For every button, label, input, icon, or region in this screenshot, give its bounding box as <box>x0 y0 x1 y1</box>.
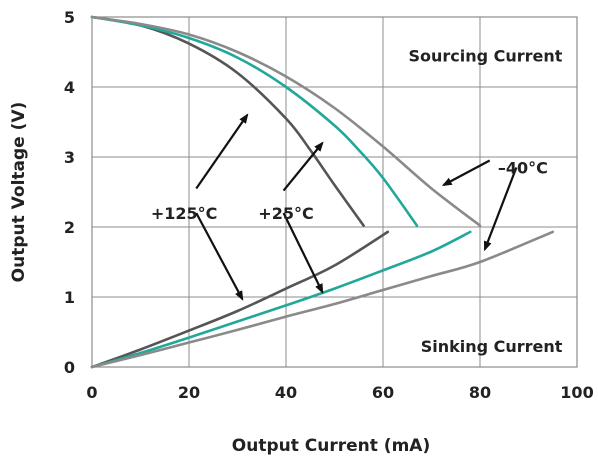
x-tick-label: 40 <box>275 383 297 402</box>
annotation-t125: +125°C <box>151 204 218 223</box>
y-tick-label: 5 <box>64 8 75 27</box>
annotation-tm40: –40°C <box>498 159 548 178</box>
series-line-m40C-sourcing <box>90 15 482 227</box>
arrow-group <box>195 113 518 301</box>
annotation-arrow <box>282 212 324 294</box>
x-tick-label: 0 <box>86 383 97 402</box>
annotation-arrow <box>282 141 324 192</box>
x-tick-label: 20 <box>178 383 200 402</box>
annotation-arrow <box>195 212 244 301</box>
plot-frame <box>91 16 578 368</box>
x-tick-label: 100 <box>560 383 593 402</box>
grid <box>91 16 578 368</box>
series-line-25C-sinking <box>90 230 472 369</box>
annotation-arrow <box>483 167 518 252</box>
x-tick-labels: 0 20 40 60 80 100 <box>86 383 593 402</box>
annotation-arrow <box>195 113 249 190</box>
series-line-125C-sinking <box>90 230 390 369</box>
annotation-group: Sourcing Current Sinking Current +125°C +25… <box>151 47 563 357</box>
annotation-sourcing: Sourcing Current <box>408 47 562 66</box>
y-tick-label: 2 <box>64 218 75 237</box>
annotation-sinking: Sinking Current <box>421 337 563 356</box>
annotation-arrow <box>441 159 491 186</box>
y-tick-label: 3 <box>64 148 75 167</box>
x-tick-label: 80 <box>469 383 491 402</box>
x-tick-label: 60 <box>372 383 394 402</box>
y-axis-label: Output Voltage (V) <box>9 102 29 283</box>
series-line-m40C-sinking <box>90 230 555 369</box>
y-tick-label: 1 <box>64 288 75 307</box>
y-tick-labels: 0 1 2 3 4 5 <box>64 8 75 377</box>
series-group <box>90 15 555 369</box>
x-axis-label: Output Current (mA) <box>232 436 430 456</box>
annotation-t25: +25°C <box>258 204 313 223</box>
y-tick-label: 0 <box>64 358 75 377</box>
y-tick-label: 4 <box>64 78 75 97</box>
series-line-25C-sourcing <box>90 15 419 227</box>
